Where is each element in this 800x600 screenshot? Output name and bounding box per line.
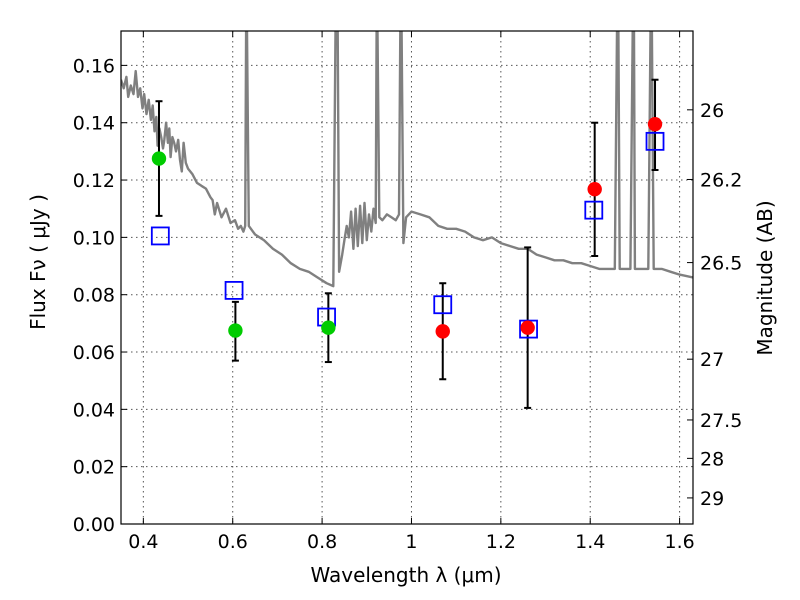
x-tick-label: 1.2: [486, 531, 516, 553]
grid: [121, 31, 693, 524]
y-tick-label: 0.10: [73, 227, 115, 249]
x-tick-label: 0.4: [128, 531, 158, 553]
right-axis-label: Magnitude (AB): [753, 200, 777, 355]
right-axis-ticks: 26 26.2 26.5 27 27.5 28 29: [687, 100, 742, 510]
observed-flux-point: [151, 151, 167, 166]
right-tick-label: 28: [700, 448, 724, 470]
plot-frame: [120, 30, 694, 525]
observed-flux-point: [520, 320, 535, 335]
right-tick-label: 27.5: [700, 410, 742, 432]
observed-flux-point: [647, 116, 663, 132]
x-axis-ticks: 0.4 0.6 0.8 1 1.2 1.4 1.6: [128, 31, 695, 553]
model-flux-square: [150, 226, 170, 246]
y-axis-ticks: 0.00 0.02 0.04 0.06 0.08 0.10 0.12 0.14 0.16: [73, 55, 127, 536]
y-tick-label: 0.14: [73, 113, 115, 135]
observed-flux-point: [321, 320, 336, 335]
x-tick-label: 1.6: [664, 531, 694, 553]
model-flux-square: [433, 295, 453, 315]
y-tick-label: 0.02: [73, 457, 115, 479]
y-tick-label: 0.16: [73, 55, 115, 77]
x-tick-label: 0.8: [307, 531, 337, 553]
model-spectrum: [121, 31, 693, 288]
error-bars: [155, 78, 659, 409]
right-tick-label: 26.5: [700, 253, 742, 275]
y-tick-label: 0.04: [73, 399, 115, 421]
y-tick-label: 0.08: [73, 285, 115, 307]
x-axis-label: Wavelength λ (μm): [310, 563, 501, 587]
y-tick-label: 0.12: [73, 170, 115, 192]
x-tick-label: 0.6: [218, 531, 248, 553]
right-tick-label: 26: [700, 100, 724, 122]
right-tick-label: 27: [700, 349, 724, 371]
observed-flux-point: [435, 324, 450, 339]
observed-flux-point: [587, 182, 602, 197]
x-tick-label: 1.4: [575, 531, 605, 553]
model-spectrum-line: [121, 31, 693, 288]
model-flux-square: [584, 200, 604, 220]
model-flux-markers: [150, 131, 665, 339]
y-axis-label: Flux Fν ( μJy ): [26, 194, 50, 330]
right-tick-label: 29: [700, 488, 724, 510]
right-tick-label: 26.2: [700, 169, 742, 191]
x-tick-label: 1: [405, 531, 417, 553]
observed-flux-markers: [151, 116, 663, 339]
model-flux-square: [224, 280, 244, 300]
model-flux-square: [645, 131, 665, 151]
y-tick-label: 0.00: [73, 514, 115, 536]
y-tick-label: 0.06: [73, 342, 115, 364]
observed-flux-point: [228, 323, 243, 338]
